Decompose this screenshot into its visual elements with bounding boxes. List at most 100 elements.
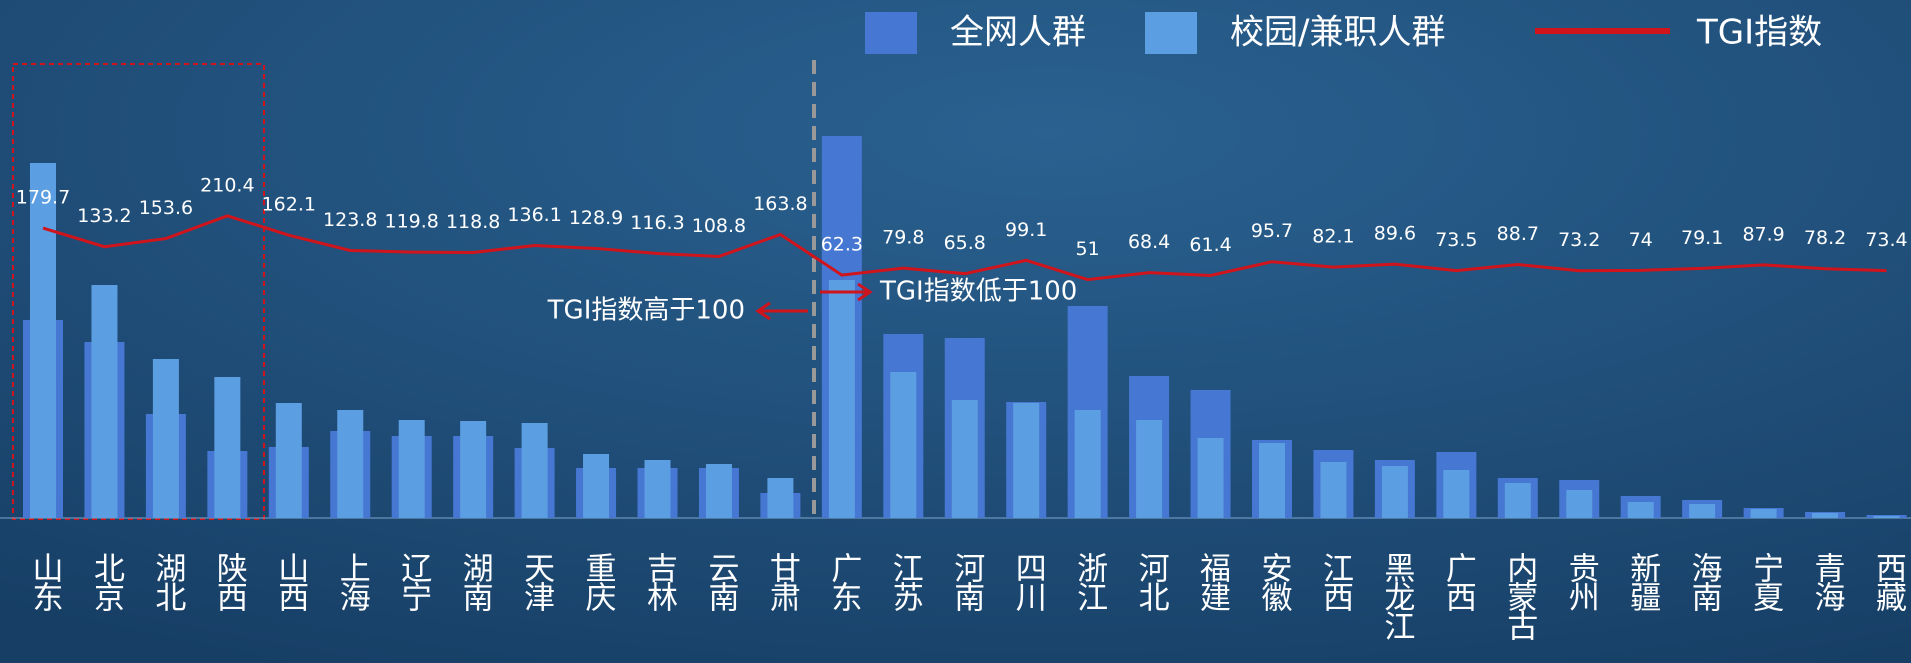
- data-label: 78.2: [1804, 227, 1846, 249]
- bar: [951, 400, 978, 518]
- data-label: 118.8: [446, 211, 500, 233]
- bar: [1074, 410, 1101, 518]
- legend-label: TGI指数: [1696, 13, 1822, 53]
- x-tick-label: 河北: [1133, 552, 1170, 611]
- data-label: 116.3: [630, 212, 684, 234]
- x-tick-label: 安徽: [1256, 552, 1293, 612]
- x-tick-label: 青海: [1809, 552, 1845, 611]
- x-tick-label: 浙江: [1071, 552, 1107, 611]
- data-label: 179.7: [16, 187, 70, 209]
- bar: [1566, 490, 1593, 518]
- data-label: 95.7: [1251, 220, 1293, 242]
- x-tick-label: 甘肃: [764, 552, 800, 612]
- bar: [1504, 483, 1531, 518]
- x-tick-label: 北京: [88, 552, 124, 612]
- legend-swatch: [1145, 12, 1197, 54]
- bar: [1013, 403, 1040, 518]
- data-label: 163.8: [753, 193, 807, 215]
- data-label: 123.8: [323, 209, 377, 231]
- legend-label: 校园/兼职人群: [1230, 13, 1445, 53]
- bar: [1627, 502, 1654, 518]
- annotation: TGI指数高于100: [547, 296, 745, 326]
- bar: [30, 163, 56, 518]
- data-label: 162.1: [262, 194, 316, 216]
- bar: [214, 377, 241, 518]
- bar: [1750, 509, 1777, 518]
- bar: [1873, 516, 1900, 518]
- x-tick-label: 新疆: [1624, 552, 1660, 611]
- x-tick-label: 海南: [1686, 552, 1722, 612]
- x-tick-label: 吉林: [641, 552, 678, 612]
- bar: [1812, 513, 1839, 518]
- x-tick-label: 陕西: [211, 552, 247, 612]
- bar: [398, 420, 425, 518]
- legend-label: 全网人群: [950, 13, 1086, 53]
- x-tick-label: 湖南: [457, 552, 493, 612]
- data-label: 65.8: [944, 232, 986, 254]
- x-tick-label: 河南: [948, 552, 985, 612]
- data-label: 73.2: [1558, 229, 1600, 251]
- annotation: TGI指数低于100: [879, 277, 1077, 307]
- x-tick-label: 宁夏: [1747, 552, 1783, 612]
- data-label: 128.9: [569, 207, 623, 229]
- bar: [521, 423, 548, 518]
- bar: [1689, 504, 1716, 518]
- x-tick-label: 山东: [27, 552, 63, 611]
- bar: [337, 410, 364, 518]
- bar: [583, 454, 610, 518]
- x-tick-label: 上海: [334, 552, 370, 611]
- x-tick-label: 广东: [825, 552, 861, 611]
- x-tick-label: 四川: [1010, 552, 1047, 611]
- x-tick-label: 天津: [518, 552, 554, 612]
- data-label: 136.1: [507, 204, 561, 226]
- x-tick-label: 广西: [1440, 552, 1476, 612]
- data-label: 87.9: [1742, 223, 1784, 245]
- bar: [460, 421, 487, 518]
- data-label: 79.1: [1681, 227, 1723, 249]
- data-label: 89.6: [1374, 223, 1416, 245]
- x-tick-label: 内蒙古: [1501, 552, 1537, 641]
- bar: [1259, 443, 1285, 518]
- data-label: 51: [1076, 238, 1100, 260]
- bar: [767, 478, 794, 518]
- data-label: 73.5: [1435, 229, 1477, 251]
- data-label: 82.1: [1312, 226, 1354, 248]
- bar: [1320, 462, 1347, 518]
- data-label: 68.4: [1128, 231, 1170, 253]
- x-tick-label: 黑龙江: [1378, 552, 1414, 640]
- bar: [152, 359, 179, 518]
- bar: [91, 285, 118, 518]
- legend-swatch: [865, 12, 917, 54]
- x-tick-label: 山西: [272, 552, 308, 612]
- data-label: 108.8: [692, 215, 746, 237]
- bar: [1136, 420, 1163, 518]
- bar: [644, 460, 671, 518]
- x-tick-label: 福建: [1194, 552, 1231, 612]
- data-label: 119.8: [384, 211, 438, 233]
- bar: [705, 464, 732, 518]
- bar: [1443, 470, 1470, 518]
- data-label: 73.4: [1865, 229, 1907, 251]
- x-tick-label: 云南: [702, 552, 738, 612]
- x-tick-label: 江西: [1317, 552, 1353, 612]
- x-tick-label: 贵州: [1563, 552, 1600, 611]
- plot: 179.7 133.2 153.6 210.4 162.1 123.8 119.8 118.8…: [16, 136, 1908, 641]
- tgi-line: [42, 214, 1887, 282]
- arrow-left-head: [755, 301, 771, 321]
- data-label: 74: [1629, 229, 1653, 251]
- highlight-box: [12, 63, 265, 520]
- data-label: 61.4: [1189, 234, 1231, 256]
- x-tick-label: 西藏: [1870, 552, 1906, 612]
- data-label: 79.8: [882, 227, 924, 249]
- bar: [1197, 438, 1224, 518]
- bar: [1381, 466, 1408, 518]
- bar: [828, 280, 855, 518]
- x-tick-label: 湖北: [149, 552, 185, 611]
- legend: 全网人群 校园/兼职人群 TGI指数: [865, 12, 1822, 54]
- data-label: 210.4: [200, 174, 254, 196]
- x-tick-label: 重庆: [580, 552, 617, 612]
- bar: [275, 403, 302, 518]
- bar: [890, 372, 917, 518]
- x-tick-label: 江苏: [887, 552, 923, 612]
